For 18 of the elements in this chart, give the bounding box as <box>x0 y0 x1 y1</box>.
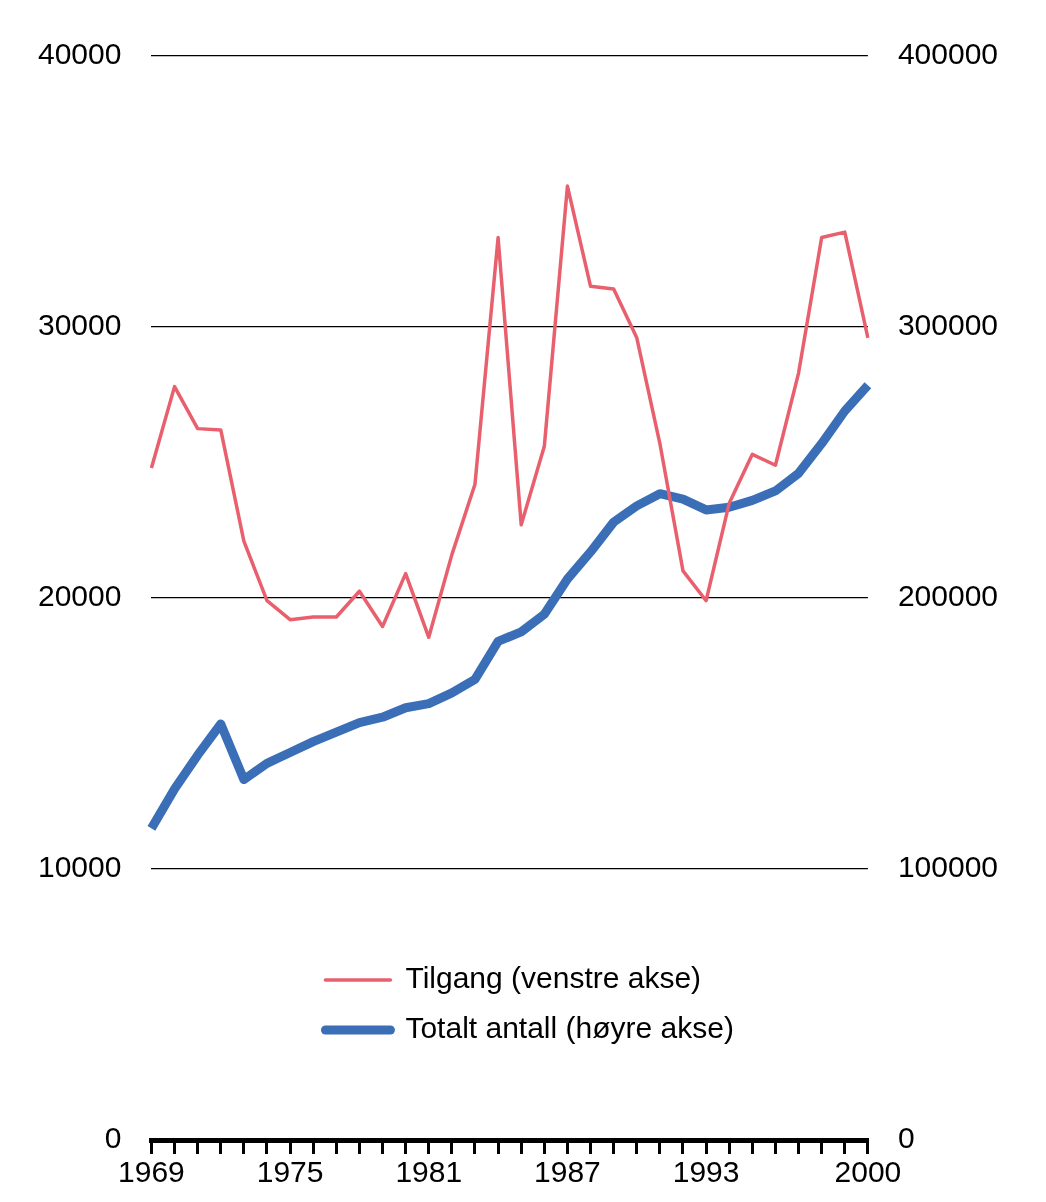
y-tick-label: 0 <box>104 1121 122 1155</box>
y2-tick-label: 300000 <box>897 308 998 342</box>
x-tick-label: 1975 <box>256 1155 324 1189</box>
x-tick-label: 1969 <box>118 1155 185 1189</box>
y-tick-label: 30000 <box>37 308 122 342</box>
x-tick-label: 1993 <box>672 1155 740 1189</box>
y-tick-label: 20000 <box>37 579 122 613</box>
y-tick-label: 40000 <box>37 37 122 71</box>
x-tick-label: 2000 <box>834 1155 902 1189</box>
legend-label: Tilgang (venstre akse) <box>405 961 702 995</box>
y2-tick-label: 200000 <box>897 579 998 613</box>
y2-tick-label: 400000 <box>897 37 998 71</box>
y2-tick-label: 100000 <box>897 850 998 884</box>
legend-label: Totalt antall (høyre akse) <box>405 1011 734 1045</box>
y-tick-label: 10000 <box>37 850 122 884</box>
x-tick-label: 1981 <box>395 1155 463 1189</box>
x-tick-label: 1987 <box>534 1155 601 1189</box>
y2-tick-label: 0 <box>897 1121 915 1155</box>
